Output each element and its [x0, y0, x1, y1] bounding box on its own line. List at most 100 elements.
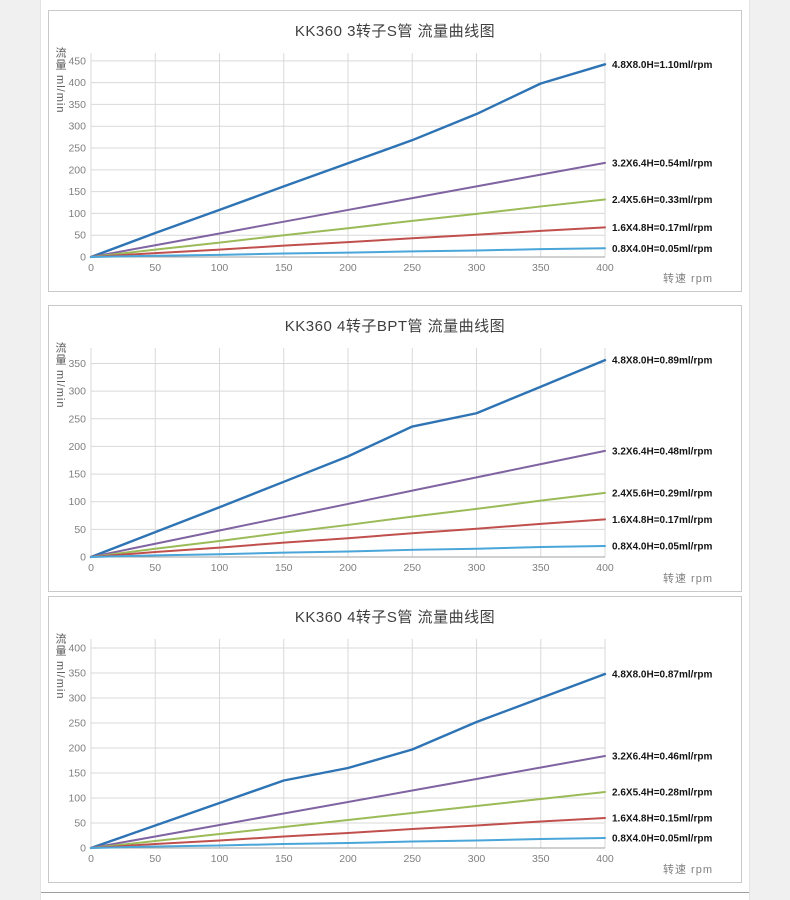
x-tick-label: 0 — [88, 853, 94, 865]
y-tick-label: 350 — [68, 668, 86, 680]
x-tick-label: 250 — [403, 853, 421, 865]
series-end-label: 1.6X4.8H=0.17ml/rpm — [612, 515, 712, 526]
x-axis-label: 转速 rpm — [663, 573, 713, 585]
x-tick-label: 100 — [211, 562, 229, 574]
y-tick-label: 300 — [68, 121, 86, 133]
y-tick-label: 250 — [68, 143, 86, 155]
series-line — [90, 791, 606, 849]
y-tick-label: 100 — [68, 496, 86, 508]
y-tick-label: 50 — [74, 818, 86, 830]
series-end-label: 2.6X5.4H=0.28ml/rpm — [612, 788, 712, 799]
series-line — [89, 358, 607, 559]
series-end-label: 0.8X4.0H=0.05ml/rpm — [612, 834, 712, 845]
y-tick-label: 50 — [74, 230, 86, 242]
series-end-label: 3.2X6.4H=0.46ml/rpm — [612, 752, 712, 763]
chart-canvas: 0 50 100 150 200 250 300 350 400 0 50 100 150 200 250 3… — [51, 334, 739, 589]
chart-svg: 0 50 100 150 200 250 300 350 400 0 50 100 150 200 250 3… — [68, 639, 712, 865]
y-tick-label: 200 — [68, 164, 86, 176]
y-tick-label: 0 — [80, 252, 86, 264]
series-end-label: 0.8X4.0H=0.05ml/rpm — [612, 244, 712, 255]
content-strip: KK360 3转子S管 流量曲线图 流量 ml/min 0 50 100 150 200… — [40, 0, 750, 900]
x-tick-label: 100 — [211, 262, 229, 274]
series-end-label: 2.4X5.6H=0.33ml/rpm — [612, 195, 712, 206]
y-tick-label: 400 — [68, 643, 86, 655]
y-axis-label: 流量 ml/min — [54, 633, 66, 700]
y-tick-label: 300 — [68, 386, 86, 398]
y-tick-label: 0 — [80, 552, 86, 564]
x-tick-label: 0 — [88, 262, 94, 274]
y-tick-label: 100 — [68, 793, 86, 805]
chart-svg: 0 50 100 150 200 250 300 350 400 0 50 100 150 200 250 3… — [68, 348, 712, 574]
x-tick-label: 350 — [532, 562, 550, 574]
x-tick-label: 250 — [403, 262, 421, 274]
x-tick-label: 250 — [403, 562, 421, 574]
chart-title: KK360 3转子S管 流量曲线图 — [294, 23, 496, 40]
chart-svg: 0 50 100 150 200 250 300 350 400 0 50 100 150 200 250 3… — [68, 53, 712, 274]
x-tick-label: 200 — [339, 562, 357, 574]
series-end-label: 4.8X8.0H=0.89ml/rpm — [612, 356, 712, 367]
y-axis-label: 流量 ml/min — [54, 47, 66, 114]
series-line — [90, 837, 606, 849]
chart-canvas: 0 50 100 150 200 250 300 350 400 0 50 100 150 200 250 3… — [51, 625, 739, 880]
x-tick-label: 300 — [468, 853, 486, 865]
series-end-label: 2.4X5.6H=0.29ml/rpm — [612, 488, 712, 499]
series-end-label: 4.8X8.0H=1.10ml/rpm — [612, 60, 712, 71]
x-tick-label: 150 — [275, 262, 293, 274]
series-end-label: 3.2X6.4H=0.54ml/rpm — [612, 158, 712, 169]
series-line — [90, 449, 606, 558]
series-end-label: 1.6X4.8H=0.17ml/rpm — [612, 223, 712, 234]
series-line — [90, 247, 606, 258]
y-tick-label: 150 — [68, 768, 86, 780]
x-tick-label: 50 — [149, 562, 161, 574]
series-line — [90, 755, 606, 849]
section-divider — [41, 892, 749, 893]
x-axis-label: 转速 rpm — [663, 864, 713, 876]
series-end-label: 0.8X4.0H=0.05ml/rpm — [612, 541, 712, 552]
series-end-label: 1.6X4.8H=0.15ml/rpm — [612, 814, 712, 825]
y-tick-label: 400 — [68, 77, 86, 89]
y-tick-label: 200 — [68, 441, 86, 453]
x-tick-label: 200 — [339, 262, 357, 274]
y-tick-label: 150 — [68, 469, 86, 481]
chart-title: KK360 4转子BPT管 流量曲线图 — [284, 318, 506, 335]
y-axis-label: 流量 ml/min — [54, 342, 66, 409]
y-tick-label: 200 — [68, 743, 86, 755]
series-line — [90, 491, 606, 558]
y-tick-label: 350 — [68, 99, 86, 111]
y-tick-label: 100 — [68, 208, 86, 220]
chart-title: KK360 4转子S管 流量曲线图 — [294, 609, 496, 626]
x-tick-label: 150 — [275, 853, 293, 865]
flow-curve-chart-panel-1: KK360 3转子S管 流量曲线图 流量 ml/min 0 50 100 150 200… — [48, 10, 742, 292]
x-tick-label: 0 — [88, 562, 94, 574]
y-tick-label: 250 — [68, 718, 86, 730]
x-axis-label: 转速 rpm — [663, 273, 713, 285]
series-line — [90, 226, 606, 258]
x-tick-label: 300 — [468, 562, 486, 574]
chart-canvas: 0 50 100 150 200 250 300 350 400 0 50 100 150 200 250 3… — [51, 39, 739, 289]
y-tick-label: 0 — [80, 843, 86, 855]
x-tick-label: 350 — [532, 853, 550, 865]
y-tick-label: 450 — [68, 55, 86, 67]
series-end-label: 3.2X6.4H=0.48ml/rpm — [612, 446, 712, 457]
series-line — [90, 198, 606, 258]
x-tick-label: 150 — [275, 562, 293, 574]
x-tick-label: 350 — [532, 262, 550, 274]
series-end-label: 4.8X8.0H=0.87ml/rpm — [612, 670, 712, 681]
series-line — [90, 161, 606, 258]
x-tick-label: 100 — [211, 853, 229, 865]
x-tick-label: 200 — [339, 853, 357, 865]
y-tick-label: 250 — [68, 413, 86, 425]
x-tick-label: 400 — [596, 853, 614, 865]
flow-curve-chart-panel-2: KK360 4转子BPT管 流量曲线图 流量 ml/min 0 50 100 150 2… — [48, 305, 742, 592]
y-tick-label: 350 — [68, 358, 86, 370]
series-line — [89, 672, 607, 850]
series-line — [90, 544, 606, 558]
y-tick-label: 50 — [74, 524, 86, 536]
y-tick-label: 300 — [68, 693, 86, 705]
x-tick-label: 50 — [149, 262, 161, 274]
x-tick-label: 400 — [596, 562, 614, 574]
x-tick-label: 400 — [596, 262, 614, 274]
y-tick-label: 150 — [68, 186, 86, 198]
flow-curve-chart-panel-3: KK360 4转子S管 流量曲线图 流量 ml/min 0 50 100 150 200… — [48, 596, 742, 883]
series-line — [90, 817, 606, 849]
